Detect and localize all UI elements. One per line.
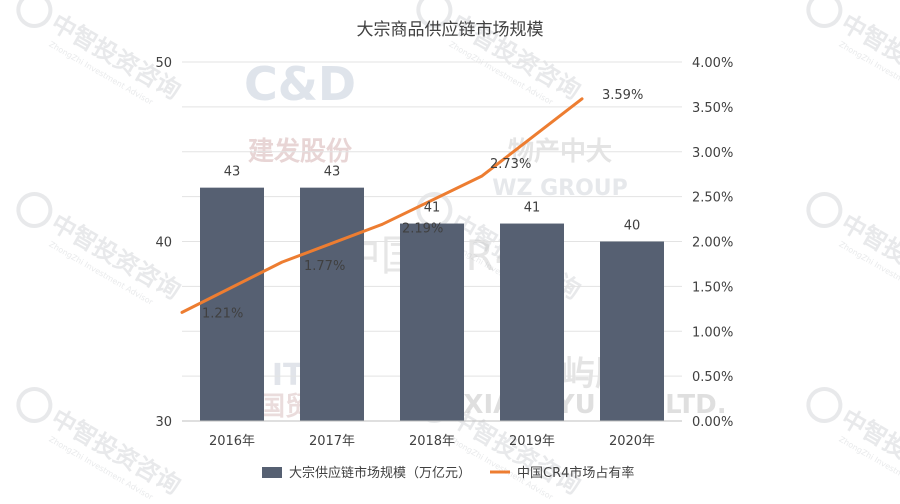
bar-data-label: 43 [224,165,241,180]
bar [600,242,664,422]
legend-bar-swatch [262,467,282,478]
chart-title: 大宗商品供应链市场规模 [357,20,544,40]
y-right-tick-label: 2.00% [692,236,733,251]
legend: 大宗供应链市场规模（万亿元） 中国CR4市场占有率 [262,465,634,481]
line-data-label: 3.59% [602,88,643,103]
y-left-tick-label: 50 [155,56,172,71]
y-right-tick-label: 0.50% [692,370,733,385]
bar [500,224,564,421]
y-left-tick-label: 40 [155,236,172,251]
bar-data-label: 40 [624,219,641,234]
watermark-logo-icon [13,383,57,427]
bar-data-label: 41 [524,201,541,216]
line-data-label: 2.19% [402,221,443,236]
x-tick-label: 2018年 [409,434,455,449]
bar [200,188,264,421]
watermark-logo-icon [803,383,847,427]
watermark-logo-icon [803,188,847,232]
y-right-tick-label: 0.00% [692,415,733,430]
legend-line-label: 中国CR4市场占有率 [517,465,634,481]
y-right-tick-label: 3.50% [692,101,733,116]
x-tick-label: 2019年 [509,434,555,449]
y-right-tick-label: 2.50% [692,191,733,206]
y-right-tick-label: 1.50% [692,280,733,295]
x-tick-label: 2016年 [209,434,255,449]
y-left-tick-label: 30 [155,415,172,430]
legend-bar-label: 大宗供应链市场规模（万亿元） [289,465,471,481]
watermark-logo-icon [13,188,57,232]
bar-data-label: 43 [324,165,341,180]
bar [300,188,364,421]
y-right-tick-label: 3.00% [692,146,733,161]
line-data-label: 1.77% [304,259,345,274]
bar [400,224,464,421]
x-tick-label: 2020年 [609,434,655,449]
brand-logo-name: WZ GROUP [492,176,628,201]
line-data-label: 2.73% [490,157,531,172]
brand-logo-name: C&D [244,57,356,111]
x-tick-label: 2017年 [309,434,355,449]
line-data-label: 1.21% [202,306,243,321]
bar-data-label: 41 [424,201,441,216]
y-right-tick-label: 1.00% [692,325,733,340]
y-right-tick-label: 4.00% [692,56,733,71]
